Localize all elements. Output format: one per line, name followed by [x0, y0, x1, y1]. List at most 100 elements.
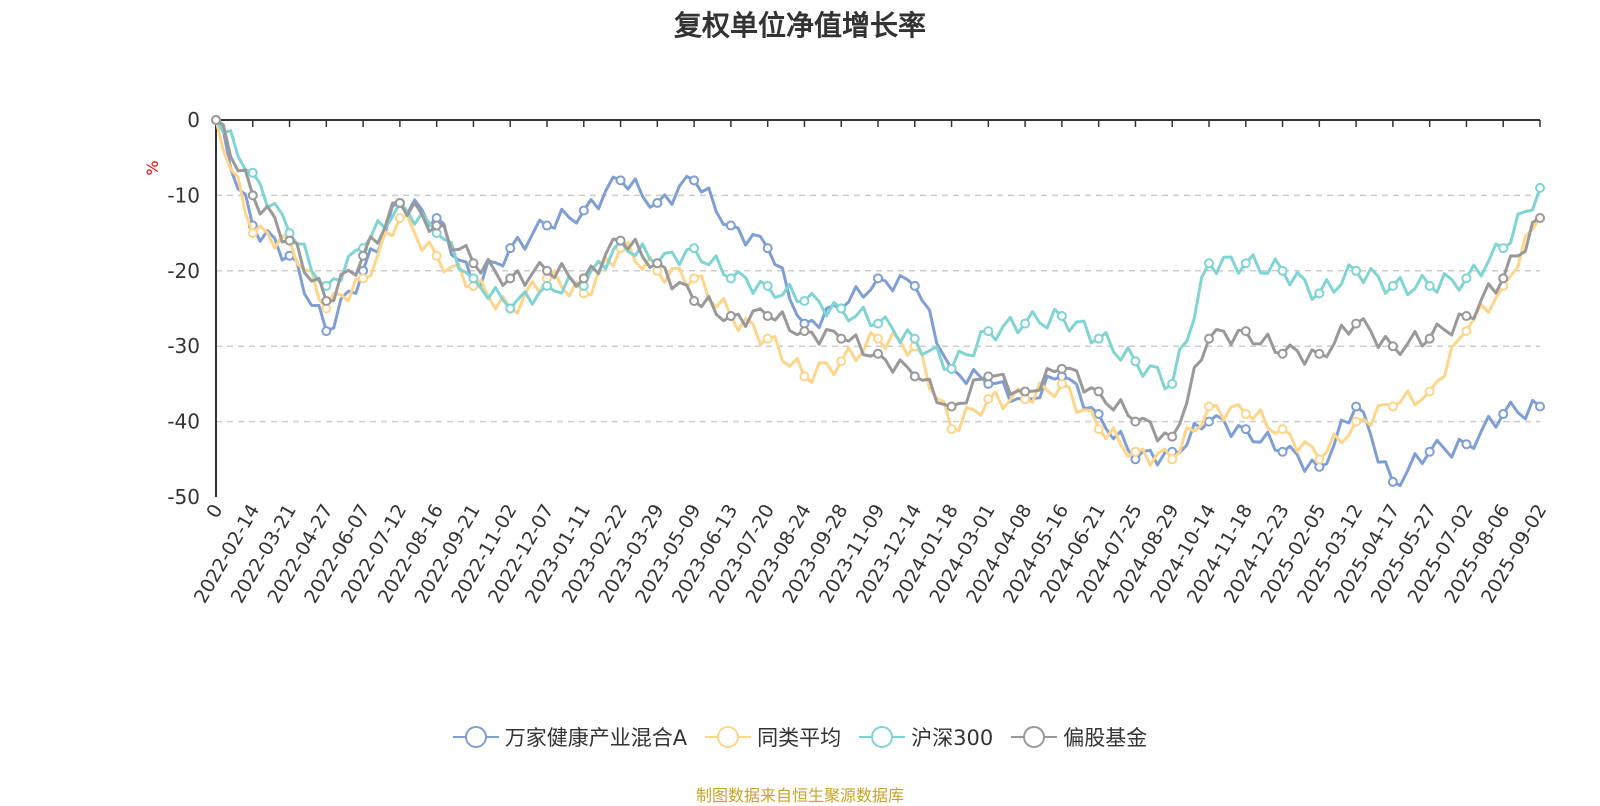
data-point: [836, 303, 847, 314]
legend-item[interactable]: 同类平均: [705, 722, 841, 752]
data-point: [431, 250, 442, 261]
data-point: [1351, 265, 1362, 276]
data-point: [1535, 182, 1545, 193]
y-axis-ticks: 0 -10 -20 -30 -40 -50: [167, 108, 200, 509]
data-point: [1167, 454, 1178, 465]
data-point: [505, 303, 516, 314]
series-line-1: [214, 119, 1542, 467]
data-point: [1093, 333, 1104, 344]
data-point: [689, 175, 700, 186]
data-point: [615, 235, 626, 246]
y-tick-label: -40: [167, 410, 200, 434]
legend-label: 万家健康产业混合A: [504, 726, 688, 750]
data-point: [1240, 409, 1251, 420]
data-point: [1093, 386, 1104, 397]
data-point: [1277, 265, 1288, 276]
data-point: [542, 280, 552, 291]
legend-item[interactable]: 沪深300: [859, 722, 993, 752]
data-point: [1461, 311, 1472, 322]
series-lines: [211, 115, 1545, 488]
data-point: [873, 348, 883, 359]
data-point: [1204, 258, 1214, 269]
data-point: [1130, 416, 1141, 427]
y-tick-label: -30: [167, 334, 200, 358]
data-point: [946, 363, 957, 374]
data-point: [689, 295, 700, 306]
legend-swatch: [859, 725, 906, 749]
data-point: [542, 265, 552, 276]
data-point: [1387, 401, 1398, 412]
data-point: [1093, 409, 1104, 420]
data-point: [909, 371, 920, 382]
data-point: [799, 371, 810, 382]
legend-item[interactable]: 万家健康产业混合A: [452, 722, 688, 752]
data-point: [1314, 454, 1325, 465]
data-point: [873, 273, 883, 284]
data-point: [873, 333, 883, 344]
data-point: [1240, 258, 1251, 269]
series-line-0: [214, 119, 1541, 488]
data-point: [1130, 356, 1141, 367]
data-point: [1056, 378, 1067, 389]
grid-lines: [216, 194, 1540, 423]
chart-title: 复权单位净值增长率: [673, 9, 926, 42]
data-point: [394, 213, 405, 224]
data-point: [799, 326, 810, 337]
data-point: [615, 175, 626, 186]
data-point: [909, 280, 920, 291]
x-tick-label: 0: [202, 501, 227, 522]
data-point: [1314, 288, 1325, 299]
data-point: [1240, 326, 1251, 337]
data-point: [284, 235, 295, 246]
data-point: [247, 228, 258, 239]
legend-swatch: [452, 725, 499, 749]
data-point: [468, 273, 479, 284]
data-point: [542, 220, 552, 231]
data-point: [1130, 446, 1141, 457]
series-line-2: [214, 119, 1542, 391]
data-point: [358, 250, 369, 261]
data-point: [1498, 409, 1509, 420]
data-point: [762, 243, 773, 254]
data-point: [1277, 348, 1288, 359]
data-point: [321, 295, 332, 306]
data-point: [725, 273, 736, 284]
data-point: [1461, 439, 1472, 450]
data-point: [652, 197, 663, 208]
data-point: [799, 295, 810, 306]
data-point: [689, 243, 700, 254]
x-axis-ticks: 02022-02-142022-03-212022-04-272022-06-0…: [190, 120, 1551, 607]
data-point: [1424, 446, 1435, 457]
data-point: [1204, 416, 1214, 427]
data-point: [1204, 333, 1214, 344]
data-point: [1424, 280, 1435, 291]
data-point: [725, 220, 736, 231]
data-point: [1498, 273, 1509, 284]
data-point: [1314, 348, 1325, 359]
data-point: [873, 318, 883, 329]
legend-item[interactable]: 偏股基金: [1011, 722, 1147, 752]
data-point: [321, 326, 332, 337]
y-tick-label: 0: [187, 108, 200, 132]
data-point: [1424, 386, 1435, 397]
data-point: [1056, 311, 1067, 322]
data-point: [1387, 280, 1398, 291]
data-point: [394, 197, 405, 208]
data-point: [1424, 333, 1435, 344]
data-point: [1387, 476, 1398, 487]
data-point: [431, 220, 442, 231]
legend-label: 沪深300: [911, 726, 994, 750]
data-point: [1351, 416, 1362, 427]
data-point: [1277, 446, 1288, 457]
data-point: [1020, 386, 1031, 397]
data-point: [1167, 431, 1178, 442]
data-point: [1387, 341, 1398, 352]
chart-legend: 万家健康产业混合A 同类平均 沪深300 偏股基金: [0, 722, 1600, 752]
y-tick-label: -10: [167, 183, 200, 207]
data-point: [247, 190, 258, 201]
data-point: [505, 243, 516, 254]
legend-label: 同类平均: [757, 726, 842, 750]
data-point: [1020, 318, 1031, 329]
data-point: [946, 424, 957, 435]
